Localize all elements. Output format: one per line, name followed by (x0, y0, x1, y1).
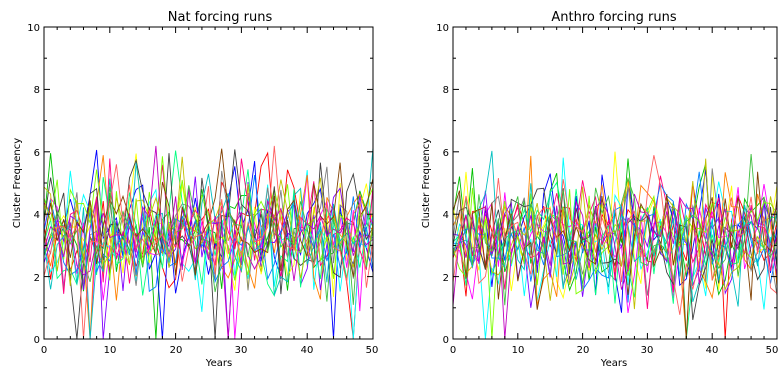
y-axis-label-left: Cluster Frequency (12, 138, 23, 228)
chart-title-right: Anthro forcing runs (551, 10, 676, 25)
x-tick-label: 30 (235, 345, 248, 356)
y-tick-label: 6 (34, 148, 40, 159)
y-tick-label: 10 (436, 23, 449, 34)
x-tick-label: 40 (706, 345, 719, 356)
series-line (43, 145, 374, 340)
y-tick-label: 6 (443, 148, 449, 159)
series-line (452, 181, 778, 340)
x-tick-label: 50 (766, 345, 779, 356)
x-tick-labels-right: 0 10 20 30 40 50 (450, 345, 779, 356)
x-tick-label: 20 (170, 345, 183, 356)
plot-frame-left (43, 26, 374, 340)
x-tick-label: 10 (104, 345, 117, 356)
y-tick-label: 8 (443, 85, 449, 96)
y-tick-labels-right: 0 2 4 6 8 10 (436, 23, 449, 346)
x-tick-label: 50 (366, 345, 379, 356)
y-tick-label: 2 (34, 273, 40, 284)
x-tick-label: 40 (301, 345, 314, 356)
y-tick-label: 2 (443, 273, 449, 284)
series-line (452, 171, 778, 340)
series-line (452, 184, 778, 313)
x-axis-label-left: Years (205, 358, 232, 369)
x-tick-label: 10 (512, 345, 525, 356)
panel-right: Anthro forcing runs Cluster Frequency Ye… (421, 10, 778, 369)
ticks-right (452, 26, 778, 340)
x-tick-label: 20 (577, 345, 590, 356)
x-tick-label: 30 (641, 345, 654, 356)
series-line (452, 175, 778, 310)
panel-left: Nat forcing runs Cluster Frequency Years… (12, 10, 378, 369)
series-line (43, 185, 374, 305)
series-line (452, 187, 778, 340)
series-line (452, 155, 778, 315)
series-line (43, 158, 374, 294)
y-axis-label-right: Cluster Frequency (421, 138, 432, 228)
y-tick-label: 0 (443, 335, 449, 346)
ticks-left (43, 26, 374, 340)
series-line (452, 158, 778, 310)
series-line (43, 148, 374, 277)
plot-frame-right (452, 26, 778, 340)
x-axis-label-right: Years (600, 358, 627, 369)
y-tick-label: 4 (443, 210, 449, 221)
y-tick-label: 10 (27, 23, 40, 34)
series-line (43, 166, 374, 291)
series-line (43, 156, 374, 281)
x-tick-label: 0 (41, 345, 47, 356)
x-tick-label: 0 (450, 345, 456, 356)
series-line (43, 145, 374, 340)
x-tick-labels-left: 0 10 20 30 40 50 (41, 345, 379, 356)
series-group-left (43, 145, 374, 340)
y-tick-labels-left: 0 2 4 6 8 10 (27, 23, 40, 346)
series-line (452, 150, 778, 307)
series-group-right (452, 150, 778, 340)
series-line (43, 156, 374, 286)
y-tick-label: 8 (34, 85, 40, 96)
series-line (452, 153, 778, 306)
series-line (43, 147, 374, 340)
series-line (43, 149, 374, 340)
y-tick-label: 4 (34, 210, 40, 221)
y-tick-label: 0 (34, 335, 40, 346)
chart-title-left: Nat forcing runs (168, 10, 273, 25)
